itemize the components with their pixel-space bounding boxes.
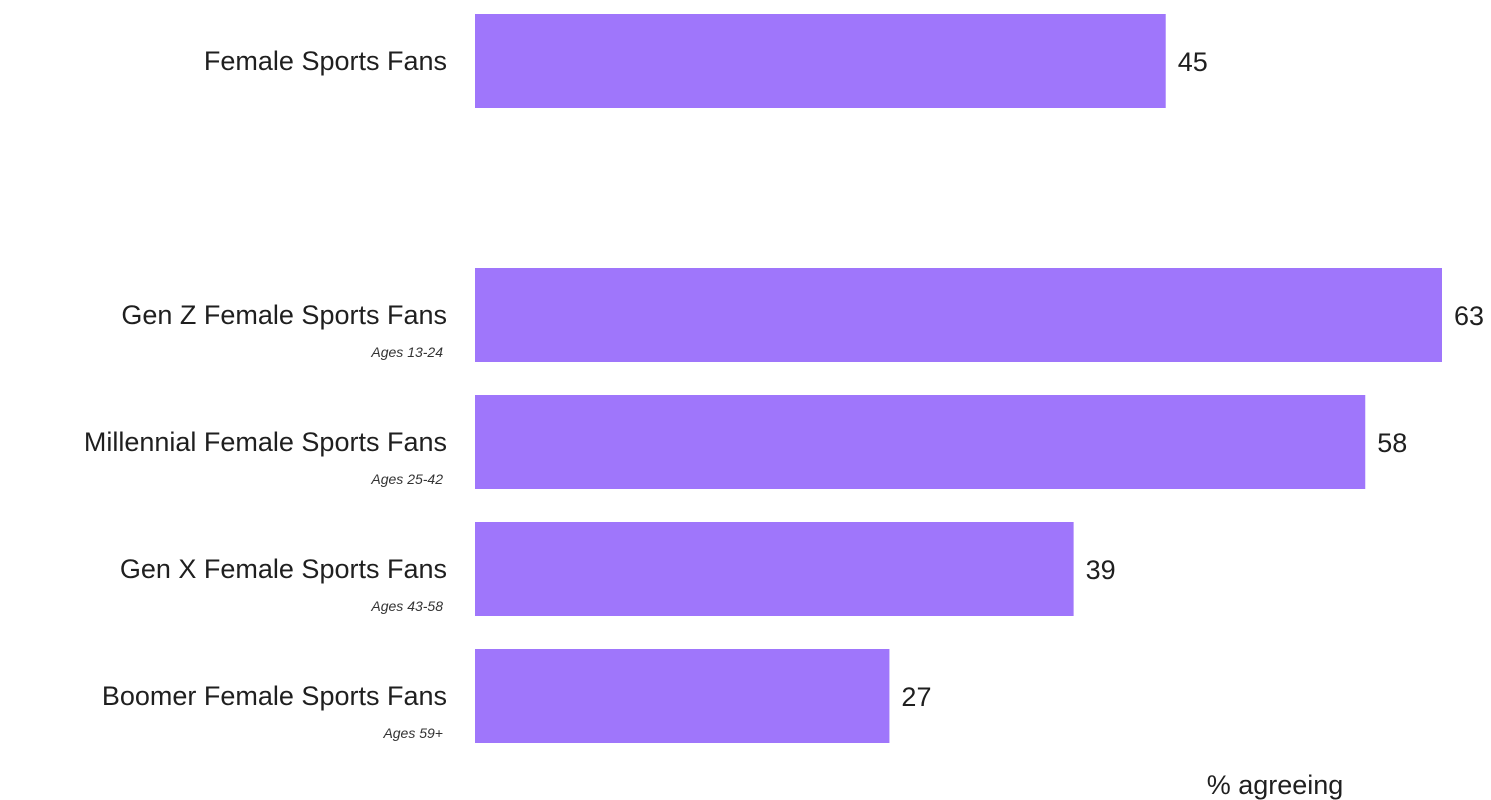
bars-layer [475,14,1442,743]
value-label-1: 45 [1178,47,1208,77]
bar-2 [475,268,1442,362]
bar-4 [475,522,1074,616]
age-sublabel-2: Ages 13-24 [370,344,443,360]
labels-layer: 45 Female Sports Fans 63 Gen Z Female Sport… [84,46,1484,741]
value-label-2: 63 [1454,301,1484,331]
axis-note-label: % agreeing [1207,770,1344,800]
bar-5 [475,649,890,743]
bar-3 [475,395,1366,489]
category-label-2: Gen Z Female Sports Fans [121,300,447,330]
category-label-3: Millennial Female Sports Fans [84,427,447,457]
value-label-3: 58 [1377,428,1407,458]
age-sublabel-4: Ages 43-58 [370,598,443,614]
category-label-4: Gen X Female Sports Fans [120,554,447,584]
value-label-4: 39 [1086,555,1116,585]
age-sublabel-5: Ages 59+ [382,725,443,741]
bar-1 [475,14,1166,108]
value-label-5: 27 [901,682,931,712]
age-sublabel-3: Ages 25-42 [370,471,443,487]
category-label-1: Female Sports Fans [204,46,447,76]
category-label-5: Boomer Female Sports Fans [102,681,447,711]
